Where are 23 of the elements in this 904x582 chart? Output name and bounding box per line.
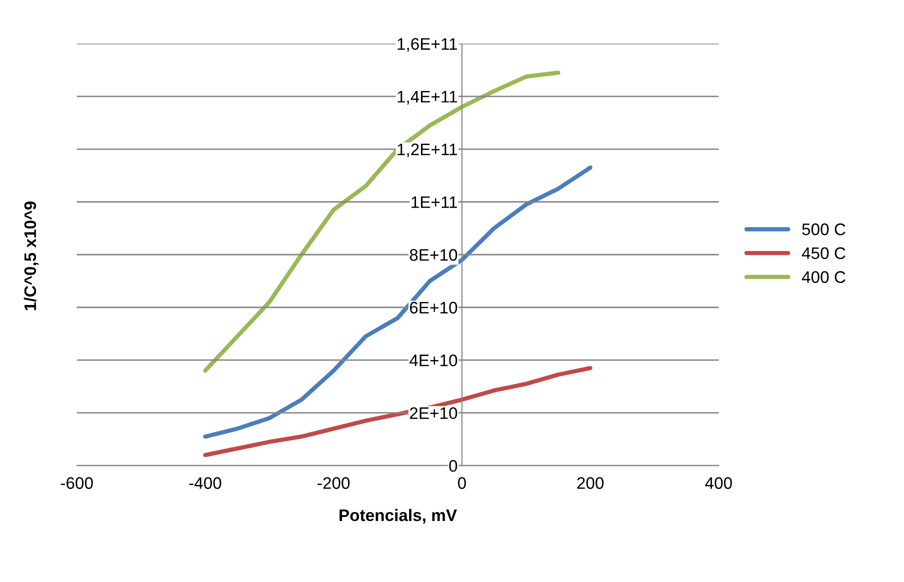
y-axis-title: 1/C^0,5 x10^9 [24,202,39,310]
x-tick-label: -400 [189,477,222,489]
x-axis-title: Potencials, mV [340,508,457,524]
y-tick-label: 0 [449,460,458,472]
legend-label: 450 C [802,247,846,260]
x-tick-label: 200 [577,477,604,489]
y-tick-label: 1,2E+11 [398,144,457,158]
legend-label: 500 C [802,223,846,236]
line-series [203,366,592,458]
y-tick-label: 1,6E+11 [398,38,457,52]
line-series [203,70,560,373]
y-tick-label: 6E+10 [410,302,458,314]
legend-label: 400 C [802,271,846,283]
x-tick-label: -600 [60,477,93,489]
y-tick-label: 1E+11 [412,196,457,208]
line-series [203,166,592,439]
x-tick-label: -200 [318,477,350,489]
y-tick-label: 1,4E+11 [398,90,457,105]
x-tick-label: 400 [705,477,732,489]
y-tick-label: 4E+10 [410,354,458,366]
y-tick-label: 2E+10 [410,407,458,420]
x-tick-label: 0 [458,477,466,489]
y-tick-label: 8E+10 [410,249,458,261]
